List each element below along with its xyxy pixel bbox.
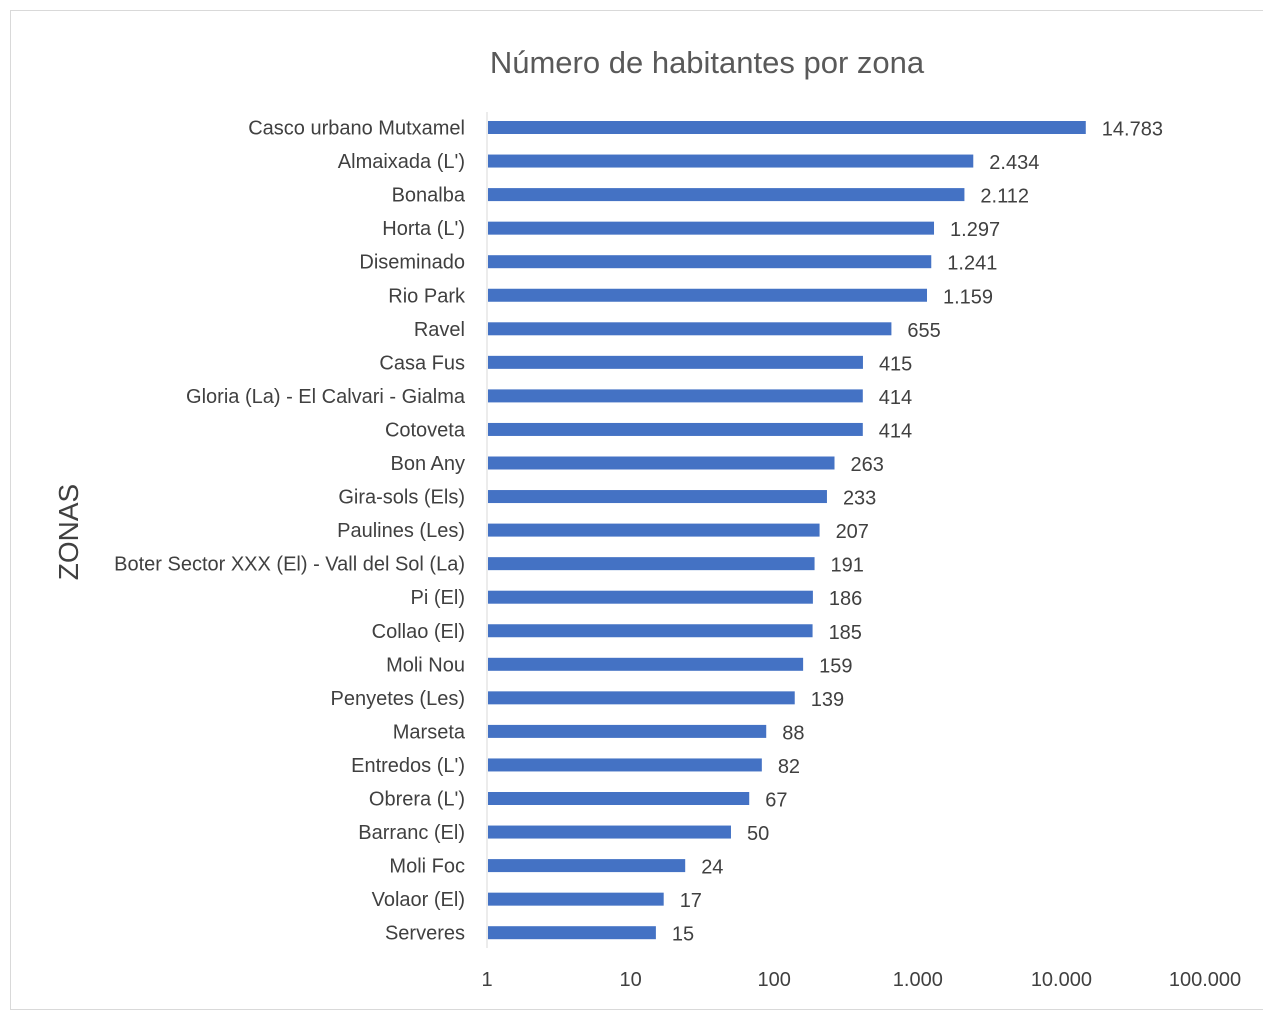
chart-title: Número de habitantes por zona — [490, 45, 925, 80]
data-label: 2.112 — [980, 186, 1029, 208]
data-label: 263 — [851, 454, 884, 476]
bar — [488, 188, 965, 202]
data-label: 414 — [879, 420, 912, 442]
category-label: Collao (El) — [372, 621, 465, 643]
data-label: 186 — [829, 588, 862, 610]
data-label: 15 — [672, 924, 694, 946]
x-tick-label: 10.000 — [1031, 969, 1092, 991]
category-label: Bon Any — [390, 453, 465, 475]
bars-group — [488, 121, 1086, 940]
bar — [488, 221, 935, 235]
bar — [488, 288, 928, 302]
category-label: Cotoveta — [385, 419, 466, 441]
y-axis-label: ZONAS — [53, 484, 84, 580]
category-label: Bonalba — [392, 185, 466, 207]
data-label: 185 — [829, 622, 862, 644]
bar — [488, 154, 974, 168]
data-label: 1.241 — [947, 253, 997, 275]
bar — [488, 758, 762, 772]
category-label: Casa Fus — [379, 352, 465, 374]
bar — [488, 691, 795, 705]
bar — [488, 792, 750, 805]
category-label: Casco urbano Mutxamel — [248, 118, 465, 140]
category-label: Rio Park — [388, 285, 466, 307]
bar — [488, 825, 731, 839]
category-label: Horta (L') — [382, 218, 465, 240]
bar — [488, 456, 835, 470]
data-label: 207 — [836, 521, 869, 543]
bar — [488, 926, 656, 940]
bar — [488, 624, 813, 638]
data-label: 139 — [811, 689, 844, 711]
bar — [488, 590, 813, 604]
category-label: Ravel — [414, 319, 465, 341]
category-label: Moli Foc — [389, 856, 465, 878]
bar — [488, 859, 686, 873]
x-tick-label: 100.000 — [1169, 969, 1241, 991]
bar — [488, 255, 932, 269]
data-label: 415 — [879, 353, 912, 375]
data-label: 1.159 — [943, 286, 993, 308]
category-label: Almaixada (L') — [338, 151, 465, 173]
data-label: 233 — [843, 488, 876, 510]
category-label: Gloria (La) - El Calvari - Gialma — [186, 386, 466, 408]
data-label: 414 — [879, 387, 912, 409]
data-label: 82 — [778, 756, 800, 778]
category-label: Barranc (El) — [358, 822, 465, 844]
bar — [488, 355, 863, 369]
category-labels: Casco urbano Mutxamel Almaixada (L') Bonal… — [114, 118, 466, 945]
category-label: Pi (El) — [411, 587, 465, 609]
data-label: 67 — [765, 790, 787, 812]
category-label: Obrera (L') — [369, 789, 465, 811]
bar — [488, 892, 664, 906]
category-label: Marseta — [393, 721, 466, 743]
data-label: 2.434 — [989, 152, 1039, 174]
category-label: Penyetes (Les) — [330, 688, 465, 710]
bar — [488, 121, 1086, 134]
data-label: 655 — [907, 320, 940, 342]
bar — [488, 389, 863, 403]
data-label: 14.783 — [1102, 119, 1163, 141]
category-label: Paulines (Les) — [337, 520, 465, 542]
data-label: 24 — [701, 857, 723, 879]
category-label: Entredos (L') — [351, 755, 465, 777]
data-label: 88 — [782, 722, 804, 744]
chart-frame — [10, 10, 1263, 1010]
data-label: 1.297 — [950, 219, 1000, 241]
data-label: 50 — [747, 823, 769, 845]
x-tick-label: 1 — [481, 969, 492, 991]
bar — [488, 523, 820, 537]
x-tick-label: 1.000 — [893, 969, 943, 991]
category-label: Diseminado — [359, 252, 465, 274]
x-axis-tick-labels: 1 10 100 1.000 10.000 100.000 — [481, 969, 1241, 991]
data-label: 17 — [680, 890, 702, 912]
bar — [488, 557, 815, 571]
x-tick-label: 10 — [619, 969, 641, 991]
category-label: Gira-sols (Els) — [338, 487, 465, 509]
category-label: Volaor (El) — [372, 889, 465, 911]
bar — [488, 422, 863, 436]
category-label: Moli Nou — [386, 654, 465, 676]
category-label: Boter Sector XXX (El) - Vall del Sol (La… — [114, 554, 465, 576]
bar — [488, 724, 767, 738]
category-label: Serveres — [385, 923, 465, 945]
data-label: 159 — [819, 655, 852, 677]
bar — [488, 657, 804, 671]
data-label: 191 — [831, 555, 864, 577]
bar — [488, 322, 892, 336]
bar — [488, 490, 827, 504]
x-tick-label: 100 — [758, 969, 791, 991]
